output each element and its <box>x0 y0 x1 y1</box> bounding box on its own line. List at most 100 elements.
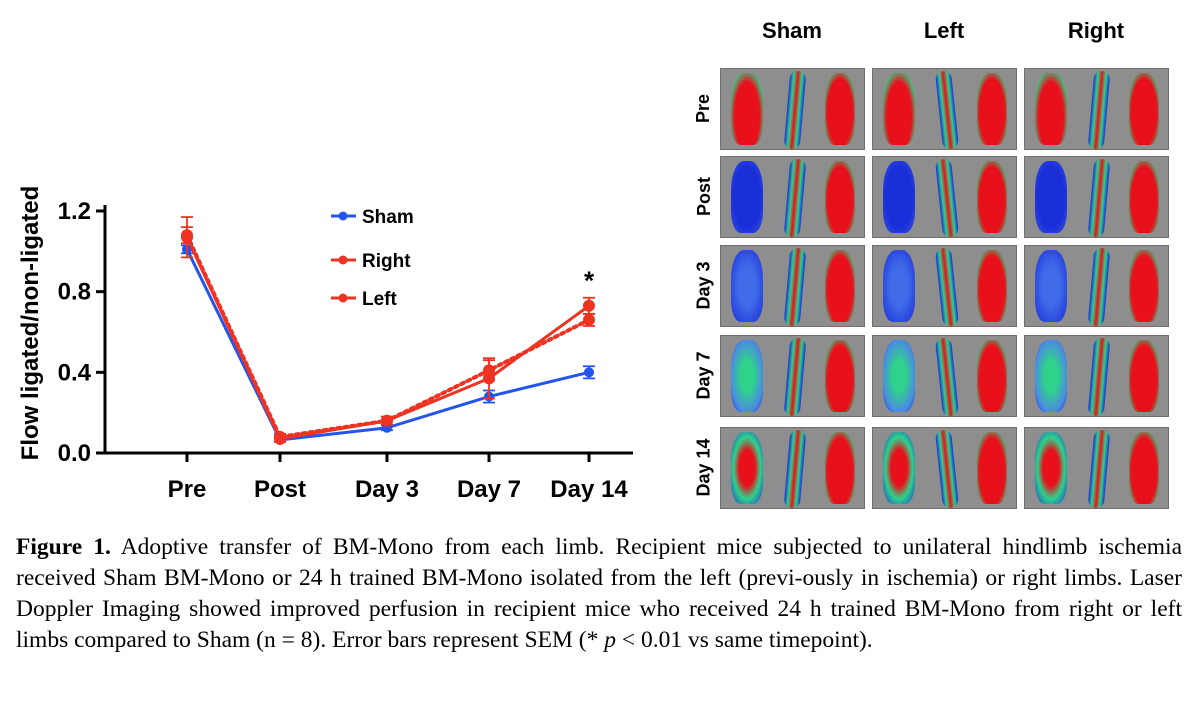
ldi-column-label: Right <box>1067 18 1125 43</box>
ldi-image <box>720 335 865 417</box>
data-point-sham <box>584 367 594 378</box>
ldi-image <box>720 156 865 238</box>
ldi-image <box>1024 427 1169 509</box>
ldi-row-label: Post <box>693 176 714 216</box>
ldi-row-label: Day 7 <box>693 350 714 400</box>
ldi-tail-strip <box>1087 158 1111 237</box>
ldi-control-paw <box>825 73 855 145</box>
ldi-control-paw <box>825 250 855 322</box>
ldi-image <box>720 427 865 509</box>
ldi-control-paw <box>1129 432 1159 504</box>
y-tick-label: 0.0 <box>58 440 91 467</box>
ldi-tail-strip <box>934 70 960 149</box>
ldi-row-label: Day 3 <box>693 260 714 310</box>
ldi-image <box>720 68 865 150</box>
ldi-tail-strip <box>934 337 960 416</box>
ldi-tail-strip <box>783 70 807 149</box>
ldi-control-paw <box>825 340 855 412</box>
legend-marker-right <box>338 255 348 265</box>
ldi-image <box>872 68 1017 150</box>
ldi-control-paw <box>977 250 1007 322</box>
ldi-tail-strip <box>1087 247 1111 326</box>
ldi-ligated-paw <box>731 432 763 504</box>
ldi-tail-strip <box>783 158 807 237</box>
ldi-control-paw <box>977 161 1007 233</box>
laser-doppler-image-grid: Sham Left Right Pre Post Day 3 Day 7 Day 14 <box>690 10 1180 522</box>
x-tick-label: Pre <box>168 476 207 503</box>
caption-p-symbol: p <box>604 627 616 653</box>
ldi-ligated-paw <box>883 73 915 145</box>
figure-label: Figure 1. <box>16 534 111 560</box>
ldi-image <box>1024 245 1169 327</box>
ldi-column-label: Sham <box>762 18 822 43</box>
ldi-ligated-paw <box>731 73 763 145</box>
ldi-tail-strip <box>1087 70 1111 149</box>
legend-label-left: Left <box>362 289 398 310</box>
data-point-right <box>483 372 495 385</box>
ldi-row-label: Pre <box>693 93 714 123</box>
ldi-image <box>1024 156 1169 238</box>
legend-marker-sham <box>338 211 348 221</box>
line-chart: Flow ligated/non-ligated 0.0 0.4 0.8 1.2 Pre… <box>17 186 633 503</box>
x-tick-label: Day 3 <box>355 476 419 503</box>
legend-label-right: Right <box>362 251 411 272</box>
ldi-control-paw <box>825 161 855 233</box>
ldi-tail-strip <box>934 158 960 237</box>
ldi-ligated-paw <box>883 250 915 322</box>
ldi-image <box>1024 335 1169 417</box>
ldi-control-paw <box>825 432 855 504</box>
ldi-control-paw <box>1129 340 1159 412</box>
ldi-control-paw <box>1129 161 1159 233</box>
ldi-ligated-paw <box>1035 432 1067 504</box>
ldi-image <box>872 245 1017 327</box>
y-axis-label: Flow ligated/non-ligated <box>17 186 44 461</box>
ldi-image <box>872 427 1017 509</box>
y-tick-label: 0.4 <box>58 359 92 386</box>
data-point-right <box>274 432 286 445</box>
ldi-tail-strip <box>1087 429 1111 508</box>
ldi-control-paw <box>977 340 1007 412</box>
data-point-right <box>583 299 595 312</box>
data-point-right <box>381 414 393 427</box>
ldi-ligated-paw <box>883 432 915 504</box>
ldi-ligated-paw <box>1035 340 1067 412</box>
ldi-tail-strip <box>783 429 807 508</box>
ldi-control-paw <box>977 432 1007 504</box>
data-point-right <box>181 231 193 244</box>
x-tick-label: Post <box>254 476 306 503</box>
significance-asterisk: * <box>584 266 595 296</box>
x-tick-label: Day 7 <box>457 476 521 503</box>
y-tick-label: 0.8 <box>58 279 91 306</box>
ldi-image <box>872 156 1017 238</box>
legend-marker-left <box>338 293 348 303</box>
ldi-tail-strip <box>783 337 807 416</box>
ldi-row-label: Day 14 <box>693 437 714 497</box>
ldi-ligated-paw <box>731 250 763 322</box>
caption-text-end: < 0.01 vs same timepoint). <box>615 627 873 653</box>
data-point-left <box>583 313 595 326</box>
ldi-tail-strip <box>934 247 960 326</box>
ldi-ligated-paw <box>883 161 915 233</box>
x-tick-label: Day 14 <box>550 476 628 503</box>
ldi-ligated-paw <box>731 340 763 412</box>
ldi-ligated-paw <box>883 340 915 412</box>
y-tick-label: 1.2 <box>58 198 91 225</box>
ldi-control-paw <box>1129 250 1159 322</box>
ldi-ligated-paw <box>1035 250 1067 322</box>
ldi-tail-strip <box>783 247 807 326</box>
ldi-ligated-paw <box>731 161 763 233</box>
ldi-image <box>1024 68 1169 150</box>
ldi-ligated-paw <box>1035 161 1067 233</box>
ldi-tail-strip <box>934 429 960 508</box>
ldi-control-paw <box>1129 73 1159 145</box>
figure-caption: Figure 1. Adoptive transfer of BM-Mono f… <box>16 532 1182 656</box>
series-line-sham <box>185 248 590 442</box>
ldi-ligated-paw <box>1035 73 1067 145</box>
ldi-image <box>720 245 865 327</box>
legend-label-sham: Sham <box>362 207 414 228</box>
caption-text: Adoptive transfer of BM-Mono from each l… <box>16 534 1182 653</box>
ldi-column-label: Left <box>923 18 965 43</box>
ldi-control-paw <box>977 73 1007 145</box>
ldi-image <box>872 335 1017 417</box>
ldi-tail-strip <box>1087 337 1111 416</box>
